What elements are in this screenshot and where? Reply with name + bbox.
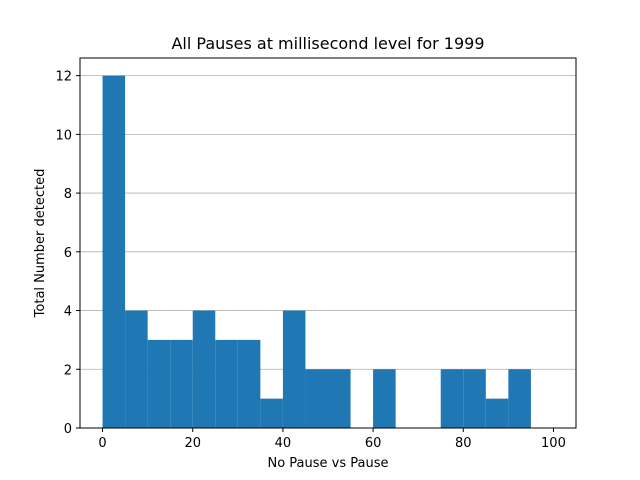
bar [125, 310, 148, 428]
bars [102, 75, 531, 428]
x-tick-label: 0 [98, 436, 106, 451]
bar [282, 310, 306, 428]
bar [237, 339, 261, 428]
y-tick-label: 10 [55, 128, 72, 143]
x-tick-label: 20 [184, 436, 201, 451]
x-tick-label: 40 [275, 436, 292, 451]
y-tick-label: 0 [64, 422, 72, 437]
y-axis-label: Total Number detected [33, 169, 48, 319]
y-axis-ticks: 0 2 4 6 8 10 12 [55, 70, 80, 437]
x-tick-label: 60 [365, 436, 382, 451]
bar [440, 369, 464, 428]
chart-title: All Pauses at millisecond level for 1999 [171, 34, 484, 53]
x-axis-ticks: 0 20 40 60 80 100 [98, 428, 566, 451]
bar [192, 310, 216, 428]
x-axis-label: No Pause vs Pause [267, 456, 388, 471]
bar [485, 398, 509, 428]
x-tick-label: 80 [455, 436, 472, 451]
bar [373, 369, 396, 428]
y-tick-label: 4 [64, 305, 72, 320]
bar [305, 369, 328, 428]
plot-frame [79, 57, 577, 429]
bar [328, 369, 351, 428]
y-tick-label: 12 [55, 70, 72, 85]
bar [260, 398, 283, 428]
bar [170, 339, 193, 428]
bar [463, 369, 486, 428]
grid-lines [80, 75, 576, 370]
bar [508, 369, 531, 428]
bar [102, 75, 126, 428]
bar [147, 339, 171, 428]
y-tick-label: 6 [64, 246, 72, 261]
y-tick-label: 8 [64, 187, 72, 202]
x-tick-label: 100 [541, 436, 566, 451]
bar [215, 339, 238, 428]
y-tick-label: 2 [64, 363, 72, 378]
